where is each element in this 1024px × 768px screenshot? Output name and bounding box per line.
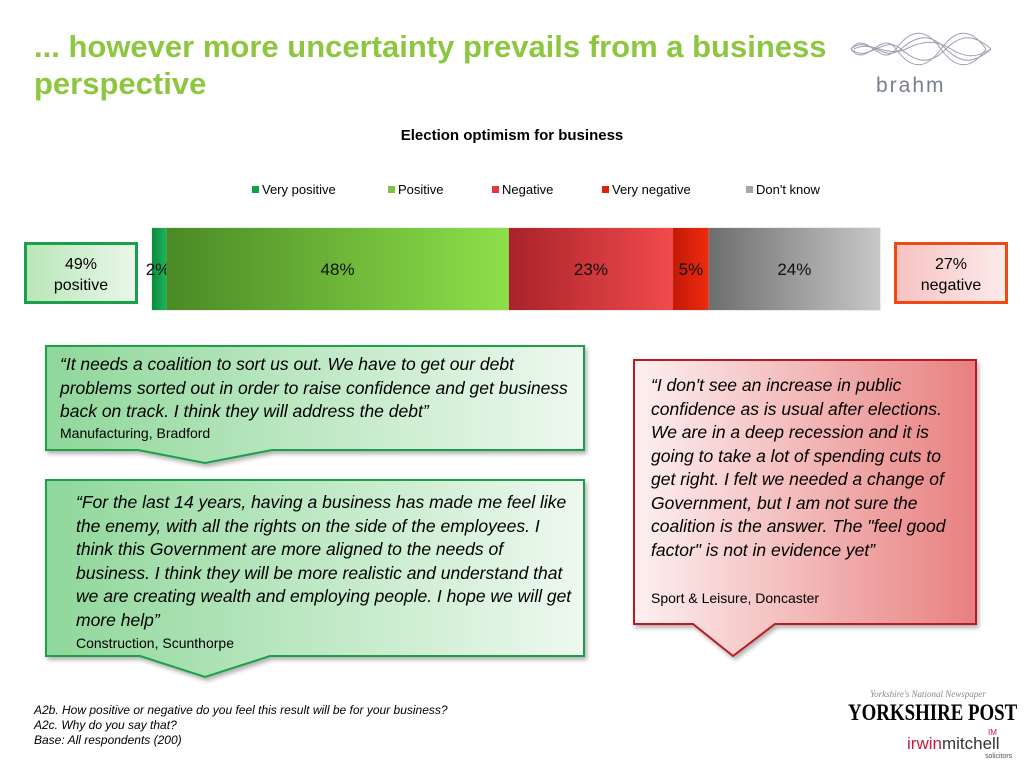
quote-bubble-2 xyxy=(45,479,585,679)
bar-segment-negative xyxy=(508,228,674,310)
legend-swatch xyxy=(602,186,609,193)
footnote: A2b. How positive or negative do you fee… xyxy=(34,703,448,748)
legend-swatch xyxy=(492,186,499,193)
solicitors-text: solicitors xyxy=(985,753,1013,760)
slide-title: ... however more uncertainty prevails fr… xyxy=(34,29,827,101)
legend-label: Don't know xyxy=(756,182,820,197)
chart-title: Election optimism for business xyxy=(400,127,624,144)
legend-item-positive: Positive xyxy=(388,182,444,197)
legend-label: Very positive xyxy=(262,182,336,197)
quote-source-3: Sport & Leisure, Doncaster xyxy=(651,590,820,606)
legend-label: Positive xyxy=(398,182,444,197)
brahm-logo: brahm xyxy=(846,26,996,98)
quote-source-2: Construction, Scunthorpe xyxy=(76,635,234,651)
mitchell-text: mitchell xyxy=(941,734,1000,753)
bar-segment-very-negative xyxy=(673,228,709,310)
data-label-negative: 23% xyxy=(574,260,608,279)
legend-swatch xyxy=(388,186,395,193)
positive-summary-value: 49% xyxy=(64,256,98,273)
legend-item-negative: Negative xyxy=(492,182,553,197)
positive-summary-label: positive xyxy=(53,277,109,294)
quote-text-3: “I don't see an increase in public confi… xyxy=(651,375,946,560)
legend-item-very-positive: Very positive xyxy=(252,182,336,197)
yorkshire-post-tagline: Yorkshire's National Newspaper xyxy=(870,689,986,699)
bar-segment-dont-know xyxy=(708,228,880,310)
brahm-wordmark: brahm xyxy=(876,74,946,97)
brahm-wave-icon xyxy=(850,32,992,66)
positive-summary-box: 49% positive xyxy=(24,242,138,304)
quote-text-1: “It needs a coalition to sort us out. We… xyxy=(60,354,568,421)
data-label-very-positive: 2% xyxy=(146,260,171,279)
quote-source-1: Manufacturing, Bradford xyxy=(60,425,211,441)
yorkshire-post-logo: YORKSHIRE POST xyxy=(848,700,1018,725)
bar-segment-very-positive xyxy=(152,228,167,310)
legend-label: Negative xyxy=(502,182,554,197)
negative-summary-value: 27% xyxy=(934,256,968,273)
stacked-bar-chart: 2% 48% 23% 5% 24% xyxy=(146,227,881,311)
legend-swatch xyxy=(252,186,259,193)
data-label-positive: 48% xyxy=(321,260,355,279)
legend-item-very-negative: Very negative xyxy=(602,182,691,197)
irwin-text: irwin xyxy=(907,734,942,753)
footnote-question-2: A2c. Why do you say that? xyxy=(34,718,177,732)
bar-segment-positive xyxy=(166,228,509,310)
data-label-very-negative: 5% xyxy=(679,260,704,279)
negative-summary-label: negative xyxy=(920,277,982,294)
irwin-mitchell-logo: irwinmitchell xyxy=(907,734,1000,754)
footnote-question-1: A2b. How positive or negative do you fee… xyxy=(34,703,448,717)
negative-summary-box: 27% negative xyxy=(894,242,1008,304)
footnote-base: Base: All respondents (200) xyxy=(34,733,182,747)
legend-swatch xyxy=(746,186,753,193)
im-badge: IM xyxy=(988,728,997,737)
legend-item-dont-know: Don't know xyxy=(746,182,820,197)
legend-label: Very negative xyxy=(612,182,691,197)
quote-bubble-1 xyxy=(45,345,585,465)
quote-text-2: “For the last 14 years, having a busines… xyxy=(76,492,572,630)
quote-bubble-3 xyxy=(633,359,977,658)
data-label-dont-know: 24% xyxy=(777,260,811,279)
quote-bubbles xyxy=(45,345,977,679)
